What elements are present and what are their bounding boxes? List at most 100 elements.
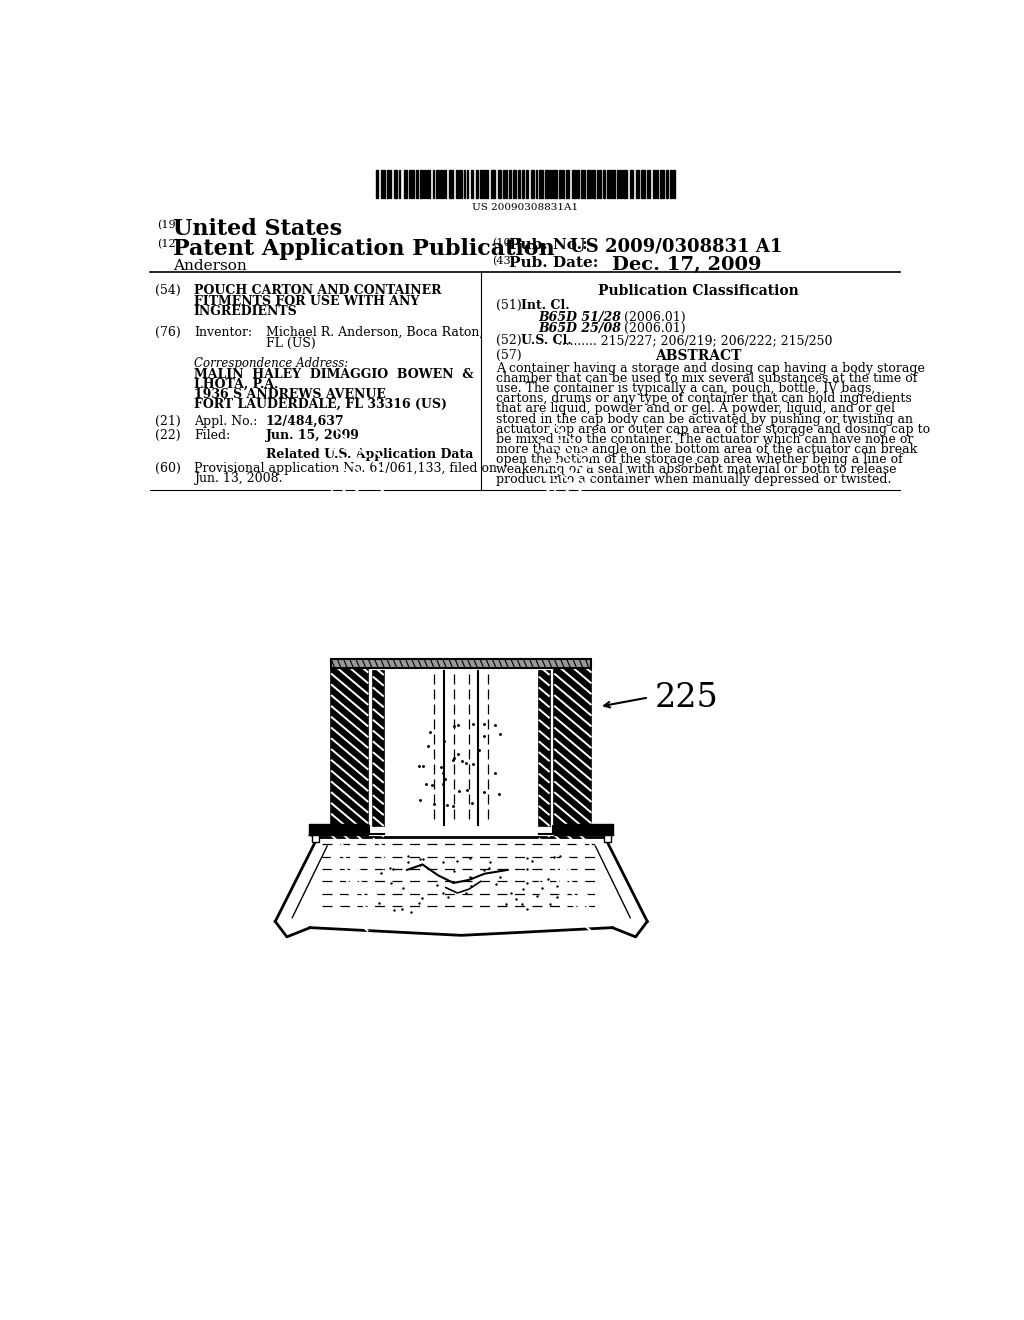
Text: FORT LAUDERDALE, FL 33316 (US): FORT LAUDERDALE, FL 33316 (US)	[194, 397, 446, 411]
Text: Filed:: Filed:	[194, 429, 230, 442]
Text: Anderson: Anderson	[173, 259, 247, 272]
Bar	[597, 170, 598, 198]
Bar	[526, 170, 527, 198]
Bar	[540, 170, 543, 198]
Text: Correspondence Address:: Correspondence Address:	[194, 358, 348, 370]
Bar	[416, 170, 418, 198]
Bar	[427, 170, 430, 198]
Bar	[381, 170, 385, 198]
Text: 1936 S ANDREWS AVENUE: 1936 S ANDREWS AVENUE	[194, 388, 386, 401]
Bar	[636, 170, 640, 198]
Bar	[653, 170, 655, 198]
Text: stored in the cap body can be activated by pushing or twisting an: stored in the cap body can be activated …	[496, 412, 913, 425]
Text: Michael R. Anderson, Boca Raton,: Michael R. Anderson, Boca Raton,	[266, 326, 483, 339]
Text: Dec. 17, 2009: Dec. 17, 2009	[612, 256, 762, 275]
Bar	[513, 170, 516, 198]
Text: United States: United States	[173, 218, 342, 240]
Text: ABSTRACT: ABSTRACT	[654, 350, 741, 363]
Bar	[554, 824, 613, 836]
Text: .......... 215/227; 206/219; 206/222; 215/250: .......... 215/227; 206/219; 206/222; 21…	[558, 334, 833, 347]
Bar	[504, 170, 505, 198]
Text: product into a container when manually depressed or twisted.: product into a container when manually d…	[496, 473, 892, 486]
Bar	[444, 170, 445, 198]
Text: FITMENTS FOR USE WITH ANY: FITMENTS FOR USE WITH ANY	[194, 294, 419, 308]
Bar	[311, 836, 318, 842]
Bar	[562, 170, 564, 198]
Bar	[390, 170, 391, 198]
Bar	[412, 170, 414, 198]
Bar	[456, 170, 458, 198]
Bar	[506, 170, 508, 198]
Text: (2006.01): (2006.01)	[624, 312, 686, 323]
Bar	[554, 668, 592, 830]
Bar	[550, 170, 552, 198]
Bar	[670, 170, 672, 198]
Text: Provisional application No. 61/061,133, filed on: Provisional application No. 61/061,133, …	[194, 462, 497, 475]
Text: Int. Cl.: Int. Cl.	[521, 300, 569, 313]
Text: (57): (57)	[496, 350, 522, 363]
Bar	[599, 170, 600, 198]
Text: (76): (76)	[155, 326, 181, 339]
Text: (52): (52)	[496, 334, 522, 347]
Text: U.S. Cl.: U.S. Cl.	[521, 334, 571, 347]
Bar	[674, 170, 675, 198]
Bar	[384, 671, 539, 826]
Text: Inventor:: Inventor:	[194, 326, 252, 339]
Text: open the bottom of the storage cap area whether being a line of: open the bottom of the storage cap area …	[496, 453, 903, 466]
Bar	[604, 836, 611, 842]
Bar	[587, 170, 591, 198]
Bar	[656, 170, 658, 198]
Text: A container having a storage and dosing cap having a body storage: A container having a storage and dosing …	[496, 363, 925, 375]
Text: cartons, drums or any type of container that can hold ingredients: cartons, drums or any type of container …	[496, 392, 912, 405]
Text: POUCH CARTON AND CONTAINER: POUCH CARTON AND CONTAINER	[194, 284, 441, 297]
Bar	[566, 170, 569, 198]
Text: (60): (60)	[155, 462, 181, 475]
Bar	[471, 170, 473, 198]
Bar	[630, 170, 633, 198]
Text: be mixed into the container. The actuator which can have none or: be mixed into the container. The actuato…	[496, 433, 913, 446]
Bar	[667, 170, 668, 198]
Bar	[403, 170, 408, 198]
Text: 12/484,637: 12/484,637	[266, 414, 344, 428]
Bar	[331, 668, 369, 830]
Bar	[660, 170, 664, 198]
Text: B65D 51/28: B65D 51/28	[539, 312, 622, 323]
Bar	[399, 170, 400, 198]
Text: Publication Classification: Publication Classification	[598, 284, 799, 298]
Text: (54): (54)	[155, 284, 181, 297]
Text: use. The container is typically a can, pouch, bottle, IV bags,: use. The container is typically a can, p…	[496, 383, 876, 396]
Bar	[617, 170, 620, 198]
Text: US 20090308831A1: US 20090308831A1	[472, 203, 579, 213]
Bar	[603, 170, 605, 198]
Bar	[571, 170, 575, 198]
Bar	[647, 170, 650, 198]
Bar	[539, 671, 550, 826]
Bar	[436, 170, 439, 198]
Bar	[490, 170, 495, 198]
Bar	[612, 170, 614, 198]
Bar	[480, 170, 482, 198]
Text: Jun. 13, 2008.: Jun. 13, 2008.	[194, 471, 283, 484]
Text: that are liquid, powder and or gel. A powder, liquid, and or gel: that are liquid, powder and or gel. A po…	[496, 403, 895, 416]
Bar	[309, 824, 369, 836]
Text: chamber that can be used to mix several substances at the time of: chamber that can be used to mix several …	[496, 372, 918, 385]
Bar	[376, 170, 378, 198]
Bar	[464, 170, 465, 198]
Text: FL (US): FL (US)	[266, 337, 315, 350]
Text: US 2009/0308831 A1: US 2009/0308831 A1	[569, 238, 782, 256]
Bar	[387, 170, 388, 198]
Bar	[509, 170, 511, 198]
Text: (10): (10)	[493, 238, 515, 248]
Bar	[620, 170, 622, 198]
Bar	[432, 170, 434, 198]
Text: Pub. Date:: Pub. Date:	[509, 256, 599, 271]
Bar	[607, 170, 611, 198]
Text: (21): (21)	[155, 414, 181, 428]
Bar	[373, 671, 384, 826]
Text: actuator top area or outer cap area of the storage and dosing cap to: actuator top area or outer cap area of t…	[496, 422, 930, 436]
Text: 225: 225	[655, 682, 719, 714]
Bar	[553, 170, 557, 198]
Text: (12): (12)	[158, 239, 180, 249]
Text: more than one angle on the bottom area of the actuator can break: more than one angle on the bottom area o…	[496, 442, 918, 455]
Bar	[559, 170, 561, 198]
